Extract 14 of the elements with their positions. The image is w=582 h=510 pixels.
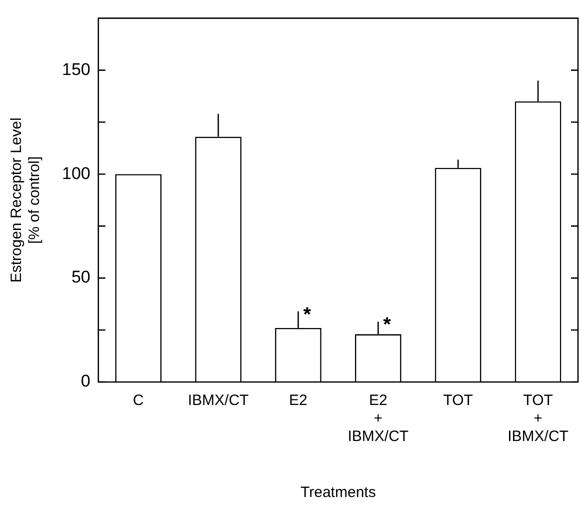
y-tick-label: 50 — [71, 268, 90, 287]
y-tick-label: 0 — [80, 372, 90, 391]
y-tick-label: 150 — [62, 60, 90, 79]
x-tick-label: E2 — [289, 392, 308, 410]
annotation: * — [303, 304, 312, 326]
x-tick-label: E2 + IBMX/CT — [348, 392, 409, 446]
x-tick-label: TOT + IBMX/CT — [508, 392, 568, 446]
annotation: * — [383, 314, 392, 336]
y-axis-title: Estrogen Receptor Level [% of control] — [8, 118, 44, 283]
x-tick-label: C — [132, 392, 144, 410]
x-tick-label: TOT — [443, 392, 473, 410]
x-axis-title: Treatments — [300, 484, 376, 502]
y-tick-label: 100 — [62, 164, 90, 183]
x-tick-label: IBMX/CT — [188, 392, 249, 410]
